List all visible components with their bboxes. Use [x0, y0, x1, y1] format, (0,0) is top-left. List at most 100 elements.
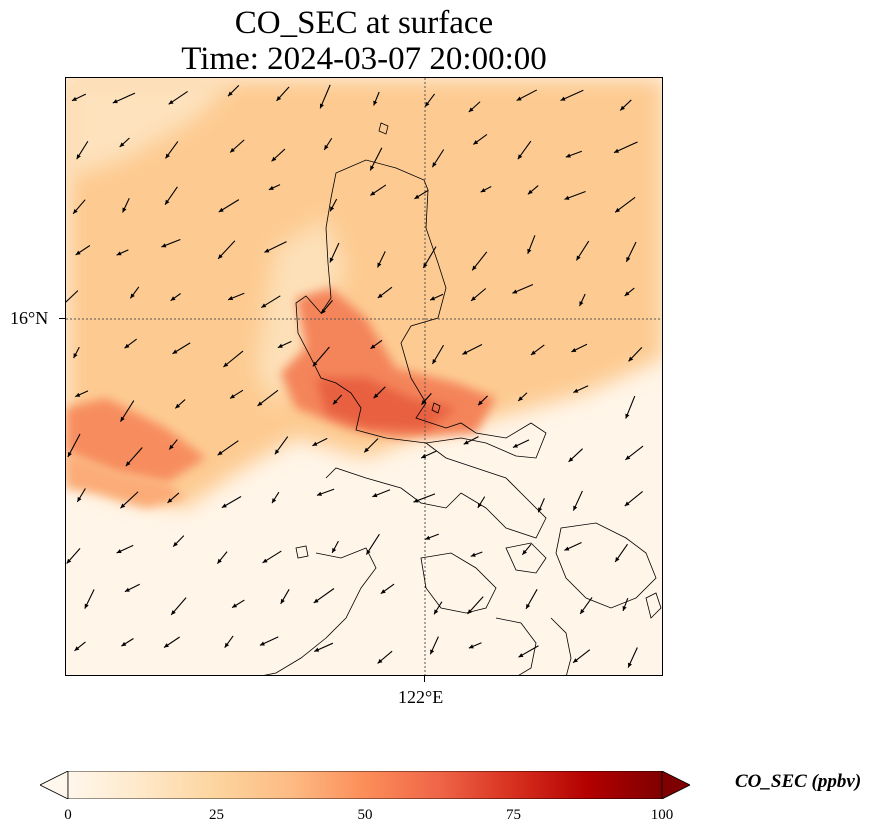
wind-arrow-head [472, 265, 477, 271]
wind-arrow-head [414, 194, 420, 199]
wind-arrow-head [274, 449, 280, 455]
wind-arrow-head [76, 154, 81, 160]
wind-arrow-head [526, 603, 531, 609]
wind-arrow-head [377, 293, 383, 298]
wind-arrow-head [165, 199, 170, 205]
wind-arrow-head [329, 257, 334, 263]
wind-arrow-head [280, 598, 285, 604]
wind-arrow-head [228, 296, 234, 301]
wind-arrow-head [75, 392, 81, 397]
wind-arrow-head [620, 105, 625, 111]
wind-arrow-head [77, 496, 82, 502]
wind-arrow-head [624, 291, 630, 296]
wind-arrow-head [259, 641, 265, 646]
wind-arrow-head [377, 262, 382, 268]
wind-arrow-head [628, 662, 632, 668]
wind-arrow-head [370, 165, 375, 171]
wind-arrow-head [217, 450, 223, 456]
wind-arrow-head [217, 558, 222, 564]
wind-arrow-head [130, 293, 135, 299]
negros-coastline [495, 617, 537, 675]
wind-arrow-head [626, 256, 631, 262]
wind-arrow-head [276, 96, 282, 101]
wind-arrow-head [565, 153, 571, 158]
wind-arrow-head [430, 649, 435, 655]
wind-arrow-head [517, 154, 523, 160]
wind-arrow-head [173, 541, 178, 547]
wind-arrow-head [576, 255, 581, 261]
wind-arrow-head [67, 451, 72, 457]
wind-arrow-head [467, 609, 473, 615]
wind-arrow-head [75, 250, 81, 255]
wind-arrow-head [165, 153, 170, 159]
colorbar-extend-min [40, 771, 69, 799]
wind-arrow-head [224, 642, 230, 648]
lon-tick [424, 676, 425, 682]
wind-arrow-head [560, 96, 566, 101]
wind-arrow-head [373, 100, 378, 106]
wind-arrow-head [218, 254, 223, 259]
coastlines [263, 122, 662, 675]
wind-arrow-head [364, 447, 369, 453]
wind-arrow-shaft [66, 290, 79, 303]
wind-arrow-head [380, 589, 386, 594]
wind-arrow-head [423, 263, 428, 268]
plot-title-line2: Time: 2024-03-07 20:00:00 [181, 41, 547, 77]
wind-arrow-head [527, 248, 532, 254]
wind-arrow-head [573, 388, 579, 393]
wind-arrow-head [421, 454, 427, 459]
wind-arrow-head [468, 107, 474, 113]
plot-title-line1: CO_SEC at surface [234, 5, 494, 41]
lat-tick-label: 16°N [10, 308, 49, 328]
wind-arrow-head [71, 96, 77, 101]
wind-arrow-head [564, 195, 570, 200]
wind-arrow-head [432, 162, 437, 168]
panay-coastline [420, 552, 497, 614]
wind-arrow-head [625, 413, 630, 419]
wind-arrow-head [73, 353, 78, 359]
wind-arrow-head [373, 393, 379, 399]
wind-arrow-head [264, 248, 270, 253]
mindoro-coastline [263, 547, 377, 675]
wind-arrow-head [512, 443, 518, 448]
wind-arrow-head [413, 498, 419, 503]
wind-arrow-head [580, 609, 585, 614]
wind-arrow-head [161, 243, 167, 248]
wind-arrow-head [477, 502, 483, 508]
wind-arrow-head [527, 189, 533, 195]
small-islands [295, 122, 662, 619]
wind-arrow-head [122, 207, 127, 213]
wind-arrow-head [518, 396, 523, 401]
wind-arrow-head [615, 207, 621, 213]
colorbar-tick-label: 25 [209, 807, 224, 823]
wind-arrow-head [625, 455, 631, 460]
wind-arrow-head [257, 401, 263, 406]
wind-arrow-head [571, 347, 577, 352]
wind-arrow-head [463, 440, 469, 445]
map-panel [65, 77, 663, 676]
wind-arrow-head [223, 362, 229, 367]
wind-arrow-head [218, 207, 224, 212]
wind-arrow-head [425, 535, 431, 540]
wind-arrow-head [613, 148, 619, 153]
wind-arrow-head [624, 501, 630, 507]
wind-arrow-head [120, 416, 125, 422]
wind-arrow-head [468, 644, 474, 649]
wind-arrow-head [470, 552, 476, 557]
wind-arrow-head [370, 191, 376, 196]
wind-arrow-head [66, 558, 72, 564]
wind-arrow-head [462, 350, 468, 355]
wind-arrow-head [316, 491, 322, 496]
wind-arrow-head [332, 547, 337, 553]
wind-arrow-head [230, 147, 235, 153]
masbate-coastline [505, 542, 547, 574]
wind-arrow-head [73, 208, 78, 214]
wind-arrow-head [221, 503, 227, 508]
wind-arrow-head [169, 444, 174, 450]
wind-arrow-head [372, 493, 378, 498]
wind-arrow-head [434, 609, 439, 615]
colorbar-gradient [67, 771, 663, 799]
wind-arrow-head [312, 361, 318, 367]
wind-arrow-head [313, 598, 319, 603]
wind-arrow-head [171, 610, 176, 615]
